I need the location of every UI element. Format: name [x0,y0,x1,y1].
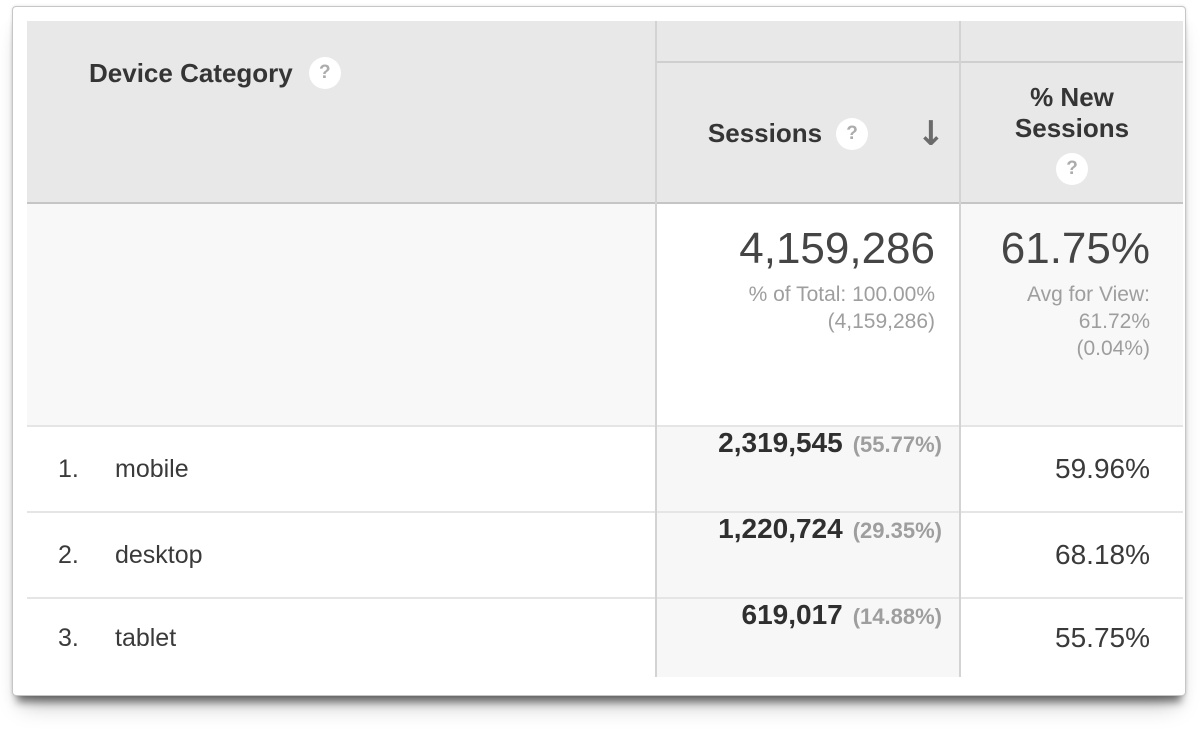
avg-for-view-value: 61.72% [1078,310,1150,333]
sessions-percent: (55.77%) [852,432,942,457]
sort-descending-icon[interactable]: ↓ [916,113,946,154]
row-rank: 2. [58,540,79,569]
avg-for-view-delta: (0.04%) [1076,337,1150,360]
new-sessions-value: 55.75% [1055,622,1150,653]
new-sessions-average: 61.75% [1000,224,1150,273]
sessions-cell: 1,220,724 (29.35%) [657,513,959,597]
device-name: desktop [115,540,203,569]
new-sessions-cell: 68.18% [961,513,1183,597]
summary-new-sessions-cell: 61.75% Avg for View: 61.72% (0.04%) [961,204,1183,425]
sessions-value: 1,220,724 [718,513,843,544]
new-sessions-label-line2: Sessions [1014,113,1130,143]
sessions-total: 4,159,286 [739,224,935,273]
table-row: 1. mobile [27,427,655,511]
table-header-background [27,21,1183,204]
column-divider [655,21,657,677]
total-value-paren: (4,159,286) [827,310,935,333]
new-sessions-cell: 55.75% [961,599,1183,677]
help-icon[interactable]: ? [308,57,341,89]
sessions-value: 2,319,545 [718,427,843,458]
sessions-percent: (14.88%) [852,604,942,629]
help-icon[interactable]: ? [1056,153,1088,185]
device-name: tablet [115,623,177,652]
device-category-table: Device Category ? Sessions ? ↓ % New Ses… [27,21,1183,677]
column-header-sessions[interactable]: Sessions ? ↓ [657,63,959,204]
table-row: 2. desktop [27,513,655,597]
sessions-value: 619,017 [741,599,843,630]
sessions-cell: 2,319,545 (55.77%) [657,427,959,511]
device-category-label: Device Category [89,57,293,88]
avg-for-view-label: Avg for View: [1027,283,1150,306]
help-icon[interactable]: ? [836,117,869,150]
column-header-device-category[interactable]: Device Category ? [27,21,655,204]
new-sessions-label-line1: % New [1030,82,1114,112]
header-strip-divider [655,61,1183,63]
sessions-percent: (29.35%) [852,518,942,543]
table-row: 3. tablet [27,599,655,677]
percent-of-total: % of Total: 100.00% [748,283,935,306]
sessions-total-subtext: % of Total: 100.00% (4,159,286) [657,281,935,335]
new-sessions-value: 68.18% [1055,539,1150,570]
row-divider [27,511,1183,513]
column-header-new-sessions[interactable]: % New Sessions ? [961,63,1183,204]
device-name: mobile [115,454,189,483]
sessions-cell: 619,017 (14.88%) [657,599,959,677]
row-rank: 3. [58,623,79,652]
new-sessions-cell: 59.96% [961,427,1183,511]
new-sessions-value: 59.96% [1055,453,1150,484]
summary-sessions-cell: 4,159,286 % of Total: 100.00% (4,159,286… [657,204,959,425]
row-divider [27,597,1183,599]
analytics-table-screenshot: Device Category ? Sessions ? ↓ % New Ses… [12,6,1186,696]
column-divider [959,21,961,677]
row-divider [27,425,1183,427]
sessions-label: Sessions [707,118,823,148]
header-bottom-border [27,202,1183,204]
new-sessions-average-subtext: Avg for View: 61.72% (0.04%) [961,281,1150,362]
summary-dimension-cell [27,204,655,425]
row-rank: 1. [58,454,79,483]
